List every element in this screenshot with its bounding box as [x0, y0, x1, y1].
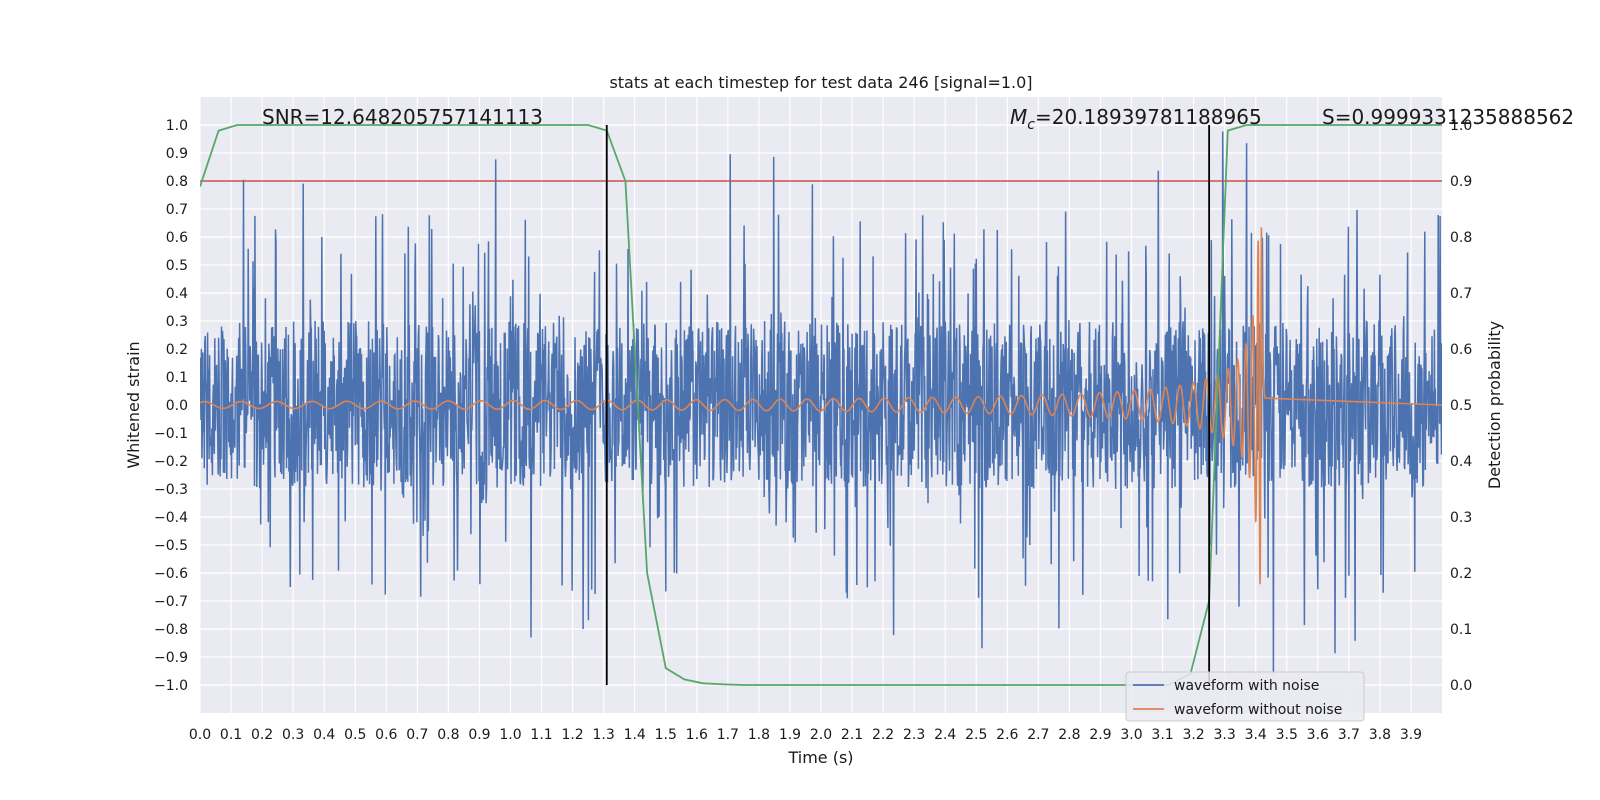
- y-tick-label: −0.1: [154, 426, 188, 442]
- x-tick-label: 1.5: [655, 727, 677, 743]
- right-y-tick-label: 0.1: [1450, 622, 1472, 638]
- x-tick-label: 2.5: [965, 727, 987, 743]
- right-y-tick-label: 0.2: [1450, 566, 1472, 582]
- x-tick-label: 3.5: [1276, 727, 1298, 743]
- x-tick-label: 3.9: [1400, 727, 1422, 743]
- x-tick-label: 2.4: [934, 727, 956, 743]
- x-tick-label: 3.7: [1338, 727, 1360, 743]
- y-tick-label: −0.5: [154, 538, 188, 554]
- legend-label-waveform-with-noise: waveform with noise: [1174, 678, 1319, 694]
- x-tick-label: 0.3: [282, 727, 304, 743]
- y-axis-label: Whitened strain: [124, 341, 143, 468]
- legend: waveform with noise waveform without noi…: [1125, 671, 1365, 722]
- x-tick-label: 1.7: [717, 727, 739, 743]
- right-y-tick-label: 0.4: [1450, 454, 1472, 470]
- x-tick-label: 2.1: [841, 727, 863, 743]
- x-tick-label: 0.2: [251, 727, 273, 743]
- y-tick-label: −0.7: [154, 594, 188, 610]
- x-tick-label: 1.9: [779, 727, 801, 743]
- x-tick-label: 1.0: [499, 727, 521, 743]
- x-axis-label: Time (s): [787, 748, 853, 767]
- series-line-detection-probability: [200, 124, 1442, 686]
- y-tick-label: 0.7: [166, 202, 188, 218]
- x-tick-labels: 0.0 0.1 0.2 0.3 0.4 0.5 0.6 0.7 0.8 0.9 1.0 1.1 1.2 1…: [189, 727, 1422, 743]
- x-tick-label: 0.0: [189, 727, 211, 743]
- y-tick-label: 0.2: [166, 342, 188, 358]
- right-y-tick-labels: 1.0 0.9 0.8 0.7 0.6 0.5 0.4 0.3 0.2 0.1 0.0: [1450, 118, 1472, 694]
- x-tick-label: 1.2: [561, 727, 583, 743]
- right-y-tick-label: 0.5: [1450, 398, 1472, 414]
- x-tick-label: 3.8: [1369, 727, 1391, 743]
- x-tick-label: 3.3: [1214, 727, 1236, 743]
- x-tick-label: 3.0: [1120, 727, 1142, 743]
- x-tick-label: 1.1: [530, 727, 552, 743]
- y-tick-label: 1.0: [166, 118, 188, 134]
- y-tick-label: −0.3: [154, 482, 188, 498]
- x-tick-label: 1.6: [686, 727, 708, 743]
- legend-box: [1125, 671, 1365, 722]
- right-y-tick-label: 0.8: [1450, 230, 1472, 246]
- right-y-tick-label: 1.0: [1450, 118, 1472, 134]
- x-tick-label: 2.0: [810, 727, 832, 743]
- x-tick-label: 2.6: [996, 727, 1018, 743]
- x-tick-label: 2.9: [1089, 727, 1111, 743]
- x-tick-label: 0.7: [406, 727, 428, 743]
- x-tick-label: 0.1: [220, 727, 242, 743]
- x-tick-label: 2.2: [872, 727, 894, 743]
- y-tick-label: 0.9: [166, 146, 188, 162]
- y-tick-label: −0.2: [154, 454, 188, 470]
- mc-annotation: Mc=20.18939781188965: [1010, 105, 1262, 133]
- legend-label-waveform-without-noise: waveform without noise: [1174, 702, 1342, 718]
- x-tick-label: 1.4: [624, 727, 646, 743]
- y-tick-label: 0.5: [166, 258, 188, 274]
- y-tick-labels: 1.0 0.9 0.8 0.7 0.6 0.5 0.4 0.3 0.2 0.1 0.0 −0.1 −0.…: [154, 118, 188, 694]
- y-tick-label: −0.9: [154, 650, 188, 666]
- right-y-axis-label: Detection probability: [1485, 321, 1504, 489]
- right-y-tick-label: 0.6: [1450, 342, 1472, 358]
- y-tick-label: 0.1: [166, 370, 188, 386]
- mc-subscript: c: [1027, 117, 1035, 133]
- y-tick-label: 0.8: [166, 174, 188, 190]
- right-y-tick-label: 0.7: [1450, 286, 1472, 302]
- x-tick-label: 0.9: [468, 727, 490, 743]
- y-tick-label: −0.4: [154, 510, 188, 526]
- x-tick-label: 1.3: [593, 727, 615, 743]
- right-y-tick-label: 0.0: [1450, 678, 1472, 694]
- mc-value: =20.18939781188965: [1035, 105, 1262, 129]
- x-tick-label: 2.3: [903, 727, 925, 743]
- right-y-tick-label: 0.9: [1450, 174, 1472, 190]
- y-tick-label: 0.6: [166, 230, 188, 246]
- x-tick-label: 0.6: [375, 727, 397, 743]
- vertical-markers: [605, 125, 1211, 685]
- x-tick-label: 1.8: [748, 727, 770, 743]
- mc-symbol: M: [1010, 105, 1027, 129]
- y-tick-label: 0.3: [166, 314, 188, 330]
- x-tick-label: 3.4: [1245, 727, 1267, 743]
- y-tick-label: −0.8: [154, 622, 188, 638]
- y-tick-label: 0.0: [166, 398, 188, 414]
- x-tick-label: 0.5: [344, 727, 366, 743]
- y-tick-label: −1.0: [154, 678, 188, 694]
- series-line-waveform-without-noise: [200, 227, 1442, 585]
- y-tick-label: 0.4: [166, 286, 188, 302]
- right-y-tick-label: 0.3: [1450, 510, 1472, 526]
- x-tick-label: 0.8: [437, 727, 459, 743]
- snr-annotation: SNR=12.648205757141113: [262, 105, 543, 129]
- chart-title: stats at each timestep for test data 246…: [609, 73, 1032, 92]
- x-tick-label: 3.6: [1307, 727, 1329, 743]
- x-tick-label: 3.1: [1151, 727, 1173, 743]
- x-tick-label: 2.8: [1058, 727, 1080, 743]
- y-tick-label: −0.6: [154, 566, 188, 582]
- x-tick-label: 2.7: [1027, 727, 1049, 743]
- s-annotation: S=0.9999331235888562: [1322, 105, 1574, 129]
- x-tick-label: 3.2: [1182, 727, 1204, 743]
- x-tick-label: 0.4: [313, 727, 335, 743]
